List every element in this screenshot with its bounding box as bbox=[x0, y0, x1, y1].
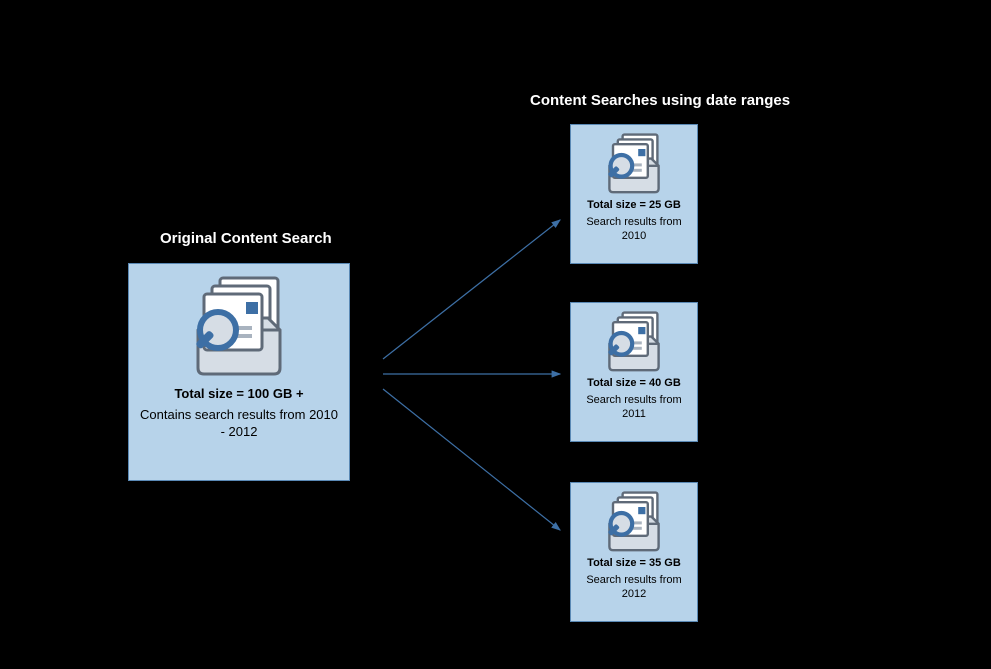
box-split-1: Total size = 40 GB Search results from 2… bbox=[570, 302, 698, 442]
heading-original: Original Content Search bbox=[160, 230, 332, 247]
search-archive-icon bbox=[595, 309, 673, 375]
split-2-size-label: Total size = 35 GB bbox=[571, 557, 697, 569]
heading-split: Content Searches using date ranges bbox=[530, 92, 790, 109]
search-archive-icon bbox=[595, 489, 673, 555]
box-split-2: Total size = 35 GB Search results from 2… bbox=[570, 482, 698, 622]
split-1-description: Search results from 2011 bbox=[571, 393, 697, 422]
box-original-search: Total size = 100 GB + Contains search re… bbox=[128, 263, 350, 481]
split-1-size-label: Total size = 40 GB bbox=[571, 377, 697, 389]
original-description: Contains search results from 2010 - 2012 bbox=[129, 407, 349, 441]
original-size-label: Total size = 100 GB + bbox=[129, 386, 349, 401]
split-2-description: Search results from 2012 bbox=[571, 573, 697, 602]
split-0-description: Search results from 2010 bbox=[571, 215, 697, 244]
split-0-size-label: Total size = 25 GB bbox=[571, 199, 697, 211]
search-archive-icon bbox=[595, 131, 673, 197]
box-split-0: Total size = 25 GB Search results from 2… bbox=[570, 124, 698, 264]
search-archive-icon bbox=[174, 272, 304, 382]
